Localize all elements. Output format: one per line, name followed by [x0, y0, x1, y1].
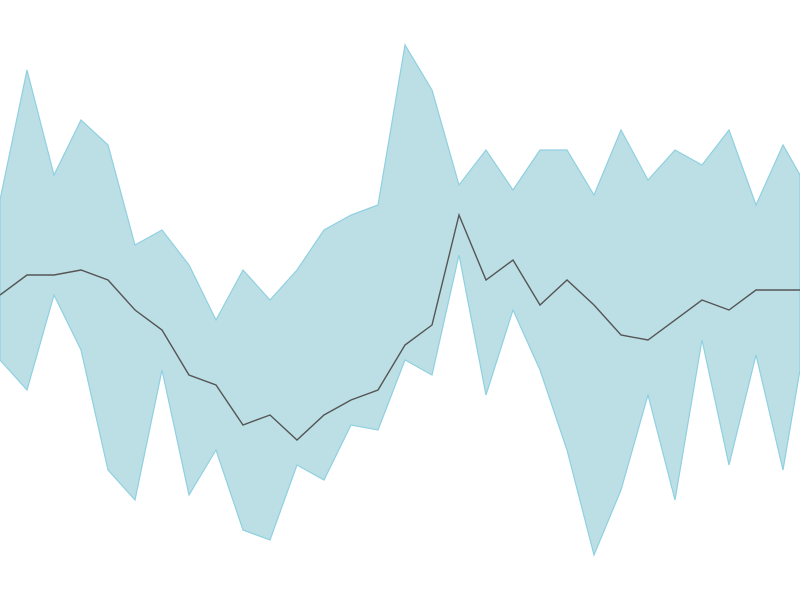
confidence-band-chart — [0, 0, 800, 600]
confidence-band — [0, 45, 800, 555]
